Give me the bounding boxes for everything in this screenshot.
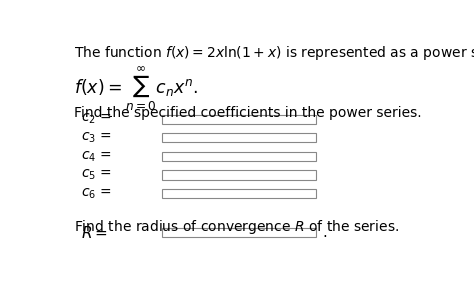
Text: Find the radius of convergence $R$ of the series.: Find the radius of convergence $R$ of th… [74,218,399,236]
FancyBboxPatch shape [162,152,316,161]
Text: .: . [322,225,327,240]
Text: $c_5$ =: $c_5$ = [82,168,112,182]
Text: The function $f(x) = 2x\ln(1 + x)$ is represented as a power series: The function $f(x) = 2x\ln(1 + x)$ is re… [74,44,474,62]
Text: $c_2$ =: $c_2$ = [82,112,112,126]
FancyBboxPatch shape [162,114,316,124]
Text: Find the specified coefficients in the power series.: Find the specified coefficients in the p… [74,106,421,120]
Text: $c_4$ =: $c_4$ = [82,149,112,164]
FancyBboxPatch shape [162,170,316,179]
Text: $f(x) = \sum_{n=0}^{\infty} c_n x^n.$: $f(x) = \sum_{n=0}^{\infty} c_n x^n.$ [74,64,198,112]
FancyBboxPatch shape [162,189,316,198]
Text: $R =$: $R =$ [82,225,108,241]
Text: $c_6$ =: $c_6$ = [82,186,112,201]
FancyBboxPatch shape [162,133,316,142]
Text: $c_3$ =: $c_3$ = [82,131,112,145]
FancyBboxPatch shape [162,228,316,237]
